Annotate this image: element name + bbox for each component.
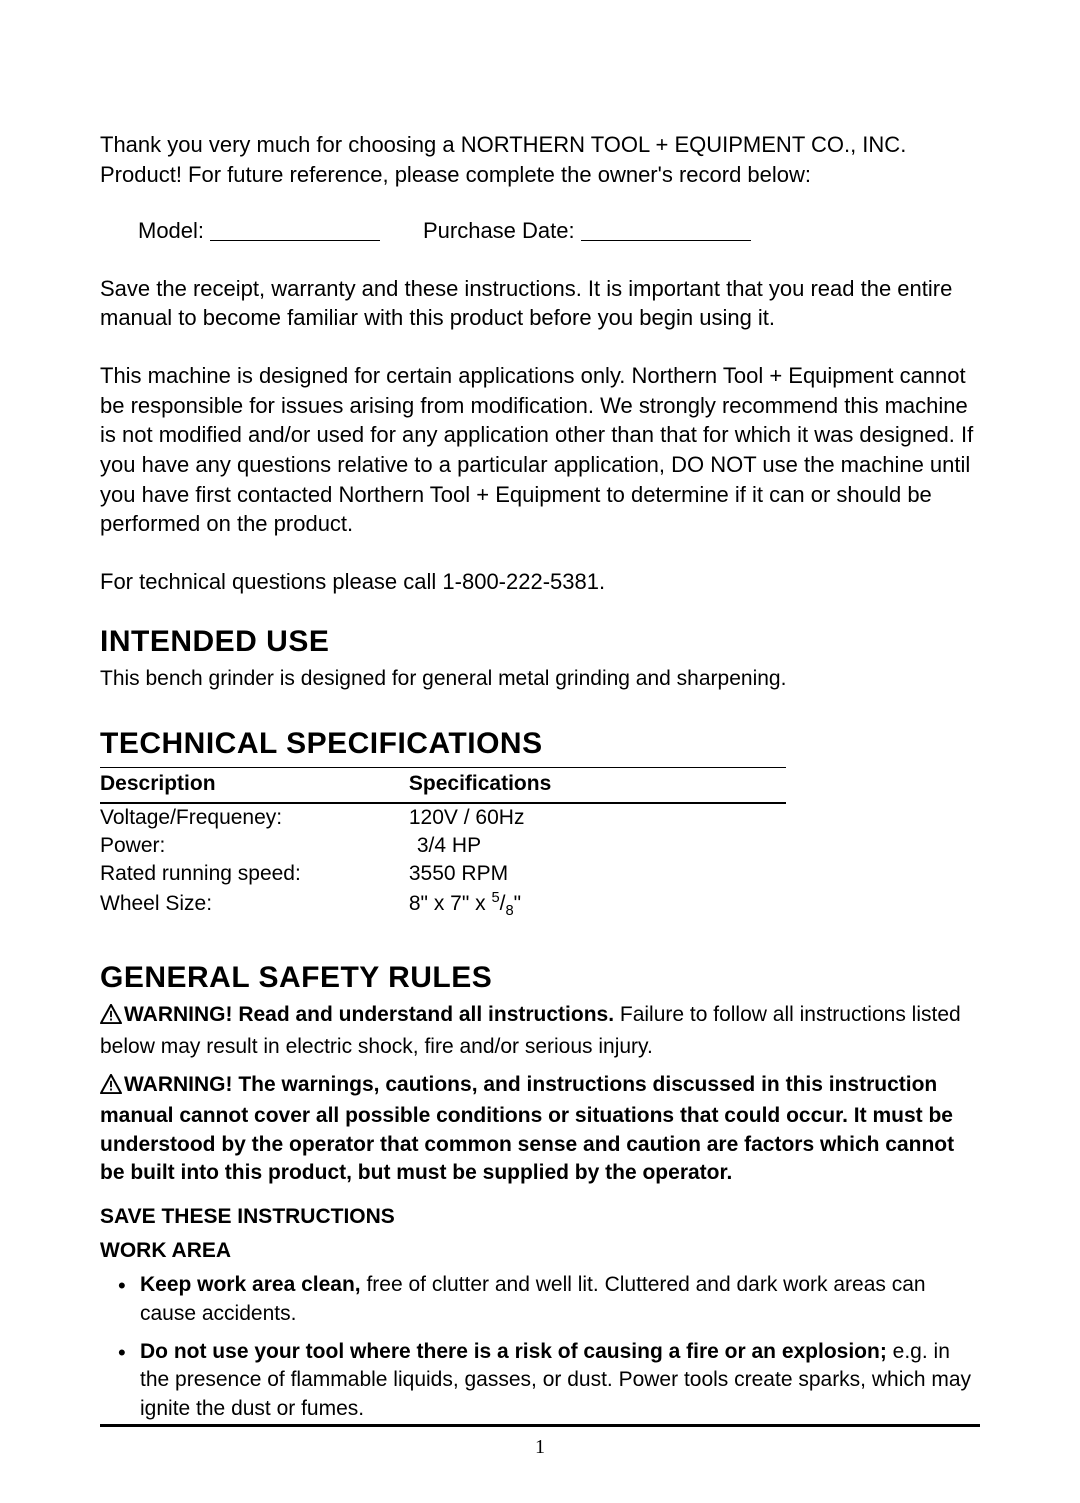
bullet-bold: Do not use your tool where there is a ri… [140, 1340, 887, 1363]
list-item: Keep work area clean, free of clutter an… [118, 1271, 980, 1328]
spec-table: Description Specifications Voltage/Frequ… [100, 767, 786, 921]
model-label: Model: [138, 218, 204, 244]
work-area-label: WORK AREA [100, 1239, 980, 1263]
design-intent-para: This machine is designed for certain app… [100, 361, 980, 539]
tech-support-para: For technical questions please call 1-80… [100, 567, 980, 597]
owner-record-line: Model: Purchase Date: [138, 213, 980, 243]
purchase-date-label: Purchase Date: [423, 218, 575, 244]
spec-desc: Rated running speed: [100, 860, 409, 888]
spec-value: 3550 RPM [409, 860, 787, 888]
spec-desc: Power: [100, 832, 409, 860]
spec-col-description: Description [100, 768, 409, 804]
spec-value: 3/4 HP [409, 832, 787, 860]
spec-header-row: Description Specifications [100, 768, 786, 804]
spec-col-specifications: Specifications [409, 768, 787, 804]
spec-desc: Voltage/Frequeney: [100, 803, 409, 832]
warning-1-bold: WARNING! Read and understand all instruc… [124, 1003, 614, 1026]
model-blank[interactable] [210, 216, 380, 240]
footer-rule [100, 1424, 980, 1427]
bullet-bold: Keep work area clean, [140, 1273, 361, 1296]
save-receipt-para: Save the receipt, warranty and these ins… [100, 274, 980, 333]
warning-2: WARNING! The warnings, cautions, and ins… [100, 1071, 980, 1187]
warning-1: WARNING! Read and understand all instruc… [100, 1001, 980, 1061]
table-row: Wheel Size: 8" x 7" x 5/8" [100, 888, 786, 921]
page-number: 1 [0, 1436, 1080, 1459]
table-row: Power: 3/4 HP [100, 832, 786, 860]
spec-value: 8" x 7" x 5/8" [409, 888, 787, 921]
warning-icon [100, 1074, 122, 1102]
safety-bullet-list: Keep work area clean, free of clutter an… [100, 1271, 980, 1423]
warning-2-text: WARNING! The warnings, cautions, and ins… [100, 1073, 954, 1184]
intended-use-text: This bench grinder is designed for gener… [100, 665, 980, 693]
intended-use-heading: INTENDED USE [100, 625, 980, 659]
save-instructions-label: SAVE THESE INSTRUCTIONS [100, 1205, 980, 1229]
intro-thank-you: Thank you very much for choosing a NORTH… [100, 130, 980, 189]
warning-icon [100, 1004, 122, 1032]
tech-spec-heading: TECHNICAL SPECIFICATIONS [100, 727, 980, 761]
table-row: Voltage/Frequeney: 120V / 60Hz [100, 803, 786, 832]
safety-heading: GENERAL SAFETY RULES [100, 961, 980, 995]
spec-value: 120V / 60Hz [409, 803, 787, 832]
list-item: Do not use your tool where there is a ri… [118, 1338, 980, 1423]
purchase-date-blank[interactable] [581, 216, 751, 240]
table-row: Rated running speed: 3550 RPM [100, 860, 786, 888]
spec-desc: Wheel Size: [100, 888, 409, 921]
